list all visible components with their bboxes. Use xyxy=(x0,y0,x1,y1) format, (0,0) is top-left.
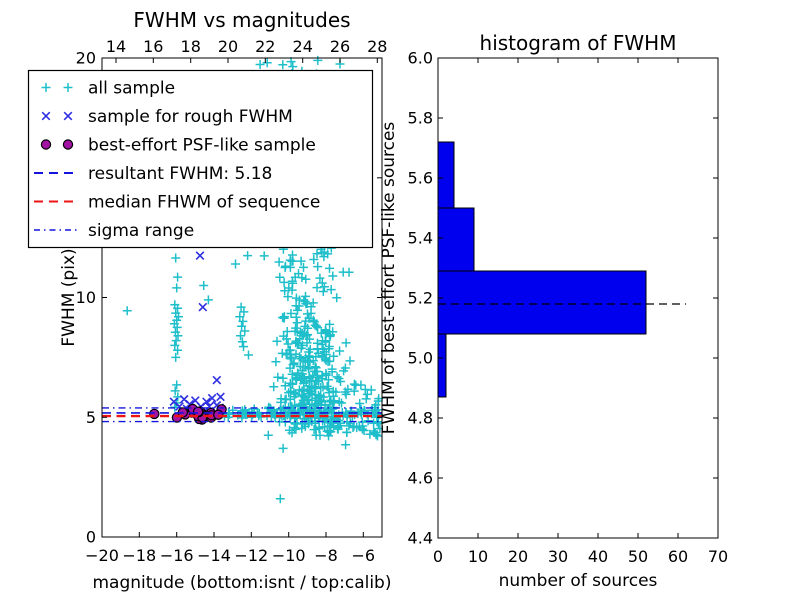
left-xtick-label: −8 xyxy=(314,546,338,565)
legend-label: sample for rough FWHM xyxy=(88,107,293,127)
right-ytick-label: 5.2 xyxy=(408,289,433,308)
left-ytick-label: 5 xyxy=(86,408,96,427)
right-plot-ylabel: FWHM of best-effort PSF-like sources xyxy=(379,122,399,435)
legend-box xyxy=(27,69,374,249)
right-xtick-label: 30 xyxy=(548,547,568,566)
legend-entry: median FHWM of sequence xyxy=(34,193,320,213)
left-plot-ticks xyxy=(101,57,382,538)
right-xtick-label: 70 xyxy=(708,547,728,566)
right-xtick-label: 40 xyxy=(588,547,608,566)
right-ytick-label: 4.6 xyxy=(408,469,433,488)
cross-marker-icon xyxy=(63,111,73,121)
circle-marker-icon xyxy=(62,139,74,150)
left-top-xtick-label: 22 xyxy=(255,37,275,56)
left-xtick-label: −10 xyxy=(272,546,306,565)
legend-label: best-effort PSF-like sample xyxy=(88,136,316,156)
legend-label: resultant FWHM: 5.18 xyxy=(88,164,272,184)
left-top-xtick-label: 24 xyxy=(293,37,313,56)
left-top-xtick-label: 16 xyxy=(143,37,163,56)
legend-label: all sample xyxy=(88,79,175,99)
left-xtick-label: −16 xyxy=(160,546,194,565)
left-plot-title: FWHM vs magnitudes xyxy=(133,8,350,32)
plus-marker-icon xyxy=(63,83,73,92)
left-plot-xlabel: magnitude (bottom:isnt / top:calib) xyxy=(93,573,392,593)
right-ytick-label: 5.8 xyxy=(408,109,433,128)
right-xtick-label: 20 xyxy=(508,547,528,566)
left-ytick-label: 10 xyxy=(76,288,96,307)
left-plot: −20 −18 −16 −14 −12 −10 −8 −6 14 16 18 20 22 24 26 28 0 5… xyxy=(59,8,391,593)
cross-marker-icon xyxy=(41,111,51,121)
right-xtick-label: 0 xyxy=(433,547,443,566)
left-ytick-label: 0 xyxy=(86,528,96,547)
left-xtick-label: −20 xyxy=(85,546,119,565)
circle-marker-icon xyxy=(40,139,52,150)
right-ytick-label: 5.4 xyxy=(408,229,433,248)
right-plot-xlabel: number of sources xyxy=(499,571,658,591)
right-plot-title: histogram of FWHM xyxy=(480,31,677,55)
legend-label: median FHWM of sequence xyxy=(88,193,320,213)
legend-entry: all sample xyxy=(41,79,175,99)
left-xtick-label: −18 xyxy=(122,546,156,565)
left-top-xtick-label: 26 xyxy=(330,37,350,56)
left-top-xtick-label: 14 xyxy=(106,37,126,56)
right-xtick-label: 50 xyxy=(628,547,648,566)
left-xtick-label: −14 xyxy=(197,546,231,565)
histogram-bar xyxy=(437,270,647,335)
right-ytick-label: 4.4 xyxy=(408,529,433,548)
right-ytick-label: 6.0 xyxy=(408,49,433,68)
left-top-xtick-label: 28 xyxy=(367,37,387,56)
left-ytick-label: 20 xyxy=(76,49,96,68)
right-plot-ticks xyxy=(437,57,719,539)
legend-entry: best-effort PSF-like sample xyxy=(40,136,316,156)
legend: all sample sample for rough FWHM best-effo… xyxy=(27,69,374,249)
left-plot-ylabel: FWHM (pix) xyxy=(59,248,79,346)
right-xtick-label: 10 xyxy=(468,547,488,566)
legend-entry: resultant FWHM: 5.18 xyxy=(34,164,272,184)
left-top-xtick-label: 20 xyxy=(218,37,238,56)
right-plot: 0 10 20 30 40 50 60 70 4.4 4.6 4.8 5.0 5.2 5.4 5.6 5.8 6… xyxy=(379,31,728,591)
right-xtick-label: 60 xyxy=(668,547,688,566)
plus-marker-icon xyxy=(41,83,51,92)
left-xtick-label: −6 xyxy=(352,546,376,565)
legend-label: sigma range xyxy=(88,221,194,241)
histogram-bars xyxy=(437,141,647,398)
left-top-xtick-label: 18 xyxy=(181,37,201,56)
legend-entry: sigma range xyxy=(34,221,194,241)
right-ytick-label: 4.8 xyxy=(408,409,433,428)
right-ytick-label: 5.0 xyxy=(408,349,433,368)
histogram-bar xyxy=(437,333,447,398)
histogram-bar xyxy=(437,141,455,209)
histogram-bar xyxy=(437,207,475,272)
left-xtick-label: −12 xyxy=(234,546,268,565)
legend-entry: sample for rough FWHM xyxy=(41,107,293,127)
right-ytick-label: 5.6 xyxy=(408,169,433,188)
